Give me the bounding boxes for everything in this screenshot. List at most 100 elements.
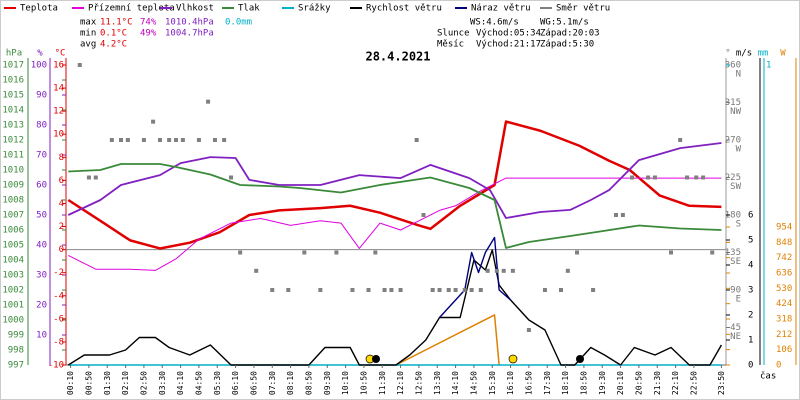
direction-marker bbox=[157, 138, 162, 142]
direction-marker bbox=[510, 268, 515, 273]
x-tick-label: 01:30 bbox=[103, 371, 112, 395]
y-tick-label: 315 bbox=[725, 98, 741, 108]
direction-marker bbox=[565, 268, 570, 273]
direction-marker bbox=[222, 138, 227, 142]
info-sunset: Západ:20:03 bbox=[540, 29, 600, 39]
x-tick-label: 06:50 bbox=[249, 371, 258, 395]
series-line bbox=[395, 314, 500, 366]
direction-marker bbox=[669, 250, 673, 255]
y-tick-label: 6 bbox=[59, 176, 64, 186]
direction-marker bbox=[591, 288, 596, 292]
x-tick-label: 18:10 bbox=[561, 371, 570, 395]
y-tick-label: 80 bbox=[36, 121, 47, 131]
y-tick-label: -10 bbox=[48, 361, 64, 371]
y-tick-label: 40 bbox=[36, 241, 47, 251]
y-tick-label: 90 bbox=[36, 91, 47, 101]
x-tick-label: 20:50 bbox=[634, 371, 643, 395]
x-tick-label: 07:30 bbox=[268, 371, 277, 395]
y-tick-label: 318 bbox=[776, 315, 792, 325]
y-tick-label: 0 bbox=[776, 361, 781, 371]
y-tick-label: 10 bbox=[36, 331, 47, 341]
info-moonset: Západ:5:30 bbox=[540, 40, 594, 50]
y-tick-label: 270 bbox=[725, 136, 741, 146]
x-axis-label: čas bbox=[760, 371, 776, 382]
direction-marker bbox=[494, 268, 499, 273]
y-tick-label: 70 bbox=[36, 151, 47, 161]
direction-marker bbox=[180, 138, 185, 142]
y-tick-label: 5 bbox=[748, 236, 753, 246]
direction-marker bbox=[575, 250, 580, 255]
y-tick-label: -2 bbox=[53, 268, 64, 278]
y-tick-label: 60 bbox=[36, 181, 47, 191]
direction-marker bbox=[350, 288, 355, 292]
y-tick-label: 1008 bbox=[2, 196, 24, 206]
direction-marker bbox=[254, 268, 259, 273]
compass-label: N bbox=[736, 70, 741, 80]
y-tick-label: 1 bbox=[766, 61, 771, 71]
series-line bbox=[68, 177, 722, 271]
y-tick-label: 8 bbox=[59, 153, 64, 163]
compass-label: SE bbox=[730, 257, 741, 267]
y-tick-label: 2 bbox=[748, 311, 753, 321]
x-tick-label: 14:10 bbox=[451, 371, 460, 395]
direction-marker bbox=[710, 250, 715, 255]
moon-icon bbox=[576, 355, 584, 363]
info-moon: Měsíc bbox=[437, 40, 464, 50]
axis-unit: °C bbox=[55, 49, 66, 59]
y-tick-label: 20 bbox=[36, 301, 47, 311]
direction-marker bbox=[542, 288, 547, 292]
direction-marker bbox=[125, 138, 130, 142]
direction-marker bbox=[701, 175, 706, 180]
direction-marker bbox=[109, 138, 114, 142]
y-tick-label: 135 bbox=[725, 248, 741, 258]
x-tick-label: 06:10 bbox=[231, 371, 240, 395]
direction-marker bbox=[646, 175, 651, 180]
direction-marker bbox=[526, 328, 531, 332]
direction-marker bbox=[238, 250, 243, 255]
x-tick-label: 02:10 bbox=[121, 371, 130, 395]
axis-unit: m/s bbox=[736, 49, 752, 59]
legend-label: Vlhkost bbox=[176, 4, 214, 14]
y-tick-label: 998 bbox=[8, 346, 24, 356]
y-tick-label: -4 bbox=[53, 291, 64, 301]
direction-marker bbox=[501, 268, 506, 273]
stat-value: 0.0mm bbox=[225, 18, 252, 28]
x-tick-label: 10:10 bbox=[341, 371, 350, 395]
stat-value: 74% bbox=[140, 18, 157, 28]
info-sunrise: Východ:05:34 bbox=[476, 29, 541, 39]
stat-value: 0.1°C bbox=[100, 29, 127, 39]
x-tick-label: 21:30 bbox=[653, 371, 662, 395]
legend-label: Směr větru bbox=[556, 4, 610, 14]
y-tick-label: 10 bbox=[53, 130, 64, 140]
direction-marker bbox=[469, 288, 474, 292]
y-tick-label: 1014 bbox=[2, 106, 24, 116]
y-tick-label: 1007 bbox=[2, 211, 24, 221]
y-tick-label: 1002 bbox=[2, 286, 24, 296]
x-tick-label: 02:50 bbox=[139, 371, 148, 395]
y-tick-label: 742 bbox=[776, 253, 792, 263]
direction-marker bbox=[630, 175, 635, 180]
direction-marker bbox=[174, 138, 178, 142]
y-tick-label: 1011 bbox=[2, 151, 24, 161]
y-tick-label: 1016 bbox=[2, 76, 24, 86]
x-tick-label: 18:50 bbox=[579, 371, 588, 395]
series-line bbox=[68, 163, 722, 249]
direction-marker bbox=[652, 175, 657, 180]
info-sun: Slunce bbox=[437, 29, 470, 39]
direction-marker bbox=[302, 250, 307, 255]
compass-label: W bbox=[736, 145, 742, 155]
compass-label: S bbox=[736, 220, 741, 230]
y-tick-label: 1017 bbox=[2, 61, 24, 71]
compass-label: SW bbox=[730, 182, 741, 192]
direction-marker bbox=[151, 119, 156, 124]
direction-marker bbox=[270, 288, 275, 292]
x-tick-label: 22:50 bbox=[689, 371, 698, 395]
stat-value: 1010.4hPa bbox=[165, 18, 214, 28]
compass-label: NW bbox=[730, 107, 741, 117]
y-tick-label: 954 bbox=[776, 223, 792, 233]
direction-marker bbox=[206, 99, 211, 104]
stat-value: 1004.7hPa bbox=[165, 29, 214, 39]
x-tick-label: 12:50 bbox=[414, 371, 423, 395]
x-tick-label: 17:30 bbox=[543, 371, 552, 395]
